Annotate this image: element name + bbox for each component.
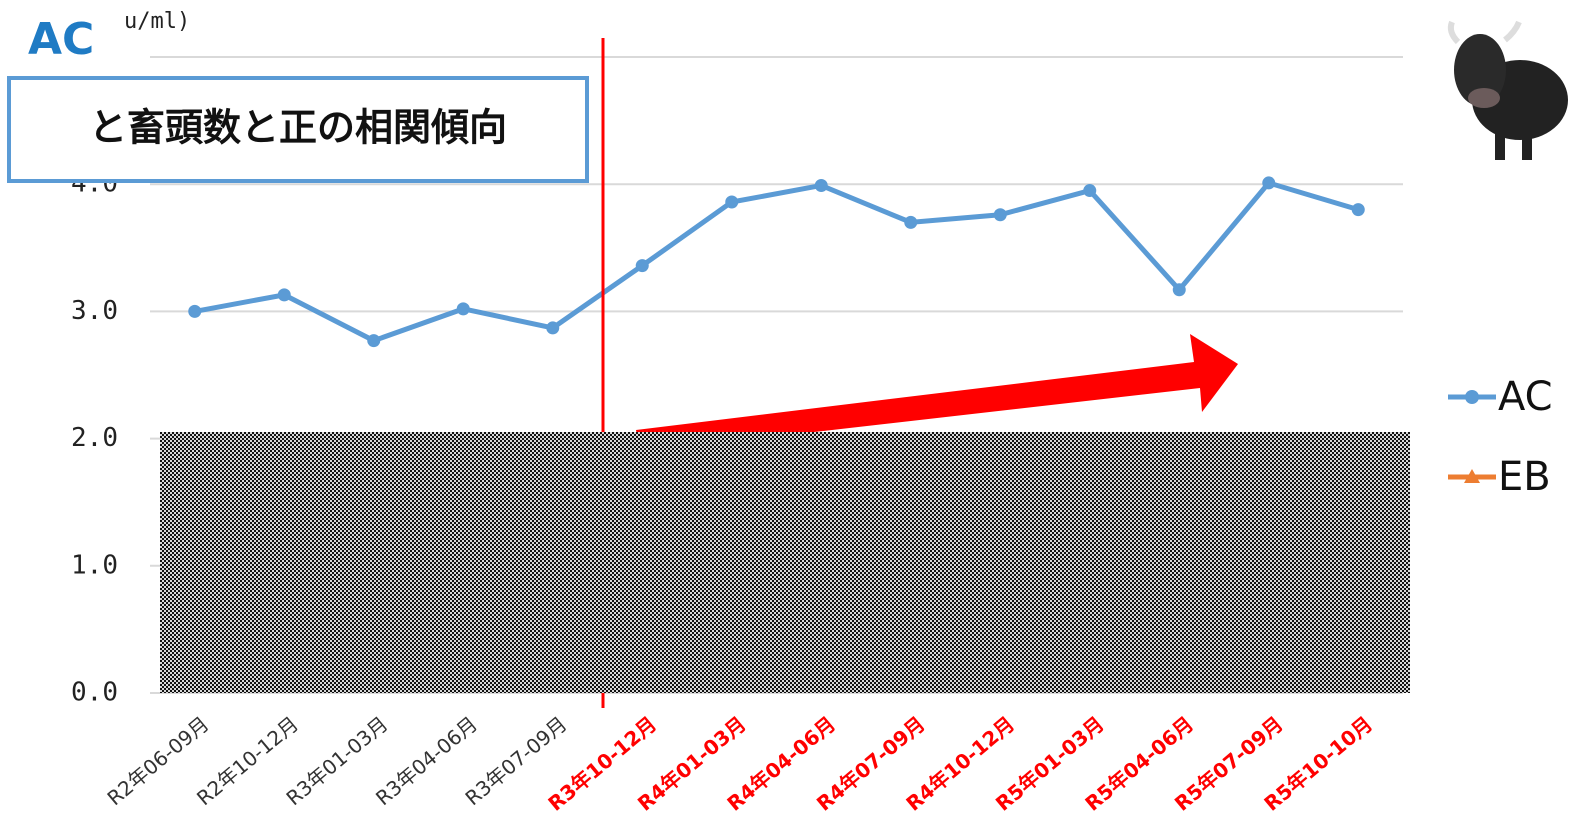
chart-title: AC bbox=[28, 14, 94, 65]
point bbox=[188, 304, 202, 318]
trend-arrow bbox=[636, 334, 1238, 452]
y-tick-label: 0.0 bbox=[71, 678, 118, 708]
point bbox=[993, 208, 1007, 222]
point bbox=[277, 288, 291, 302]
point bbox=[1172, 283, 1186, 297]
y-tick-label: 3.0 bbox=[71, 296, 118, 326]
legend-label: EB bbox=[1498, 454, 1551, 500]
point bbox=[814, 178, 828, 192]
point bbox=[725, 195, 739, 209]
legend-marker bbox=[1464, 469, 1480, 483]
legend: AC EB bbox=[1448, 374, 1553, 500]
annotation: と畜頭数と正の相関傾向 bbox=[89, 106, 507, 150]
mask bbox=[160, 432, 1410, 693]
plot bbox=[188, 176, 1365, 348]
y-unit: u/ml) bbox=[124, 9, 190, 34]
point bbox=[1351, 203, 1365, 217]
point bbox=[904, 215, 918, 229]
annotation-box bbox=[7, 76, 589, 183]
point bbox=[635, 259, 649, 273]
point bbox=[456, 302, 470, 316]
y-tick-label: 1.0 bbox=[71, 550, 118, 580]
legend-marker bbox=[1465, 390, 1479, 404]
series-line bbox=[194, 180, 1359, 344]
y-tick-label: 2.0 bbox=[71, 423, 118, 453]
legend-label: AC bbox=[1498, 374, 1553, 420]
point bbox=[367, 334, 381, 348]
point bbox=[1262, 176, 1276, 190]
cow-icon bbox=[1447, 20, 1568, 160]
point bbox=[546, 321, 560, 335]
point bbox=[1083, 184, 1097, 198]
